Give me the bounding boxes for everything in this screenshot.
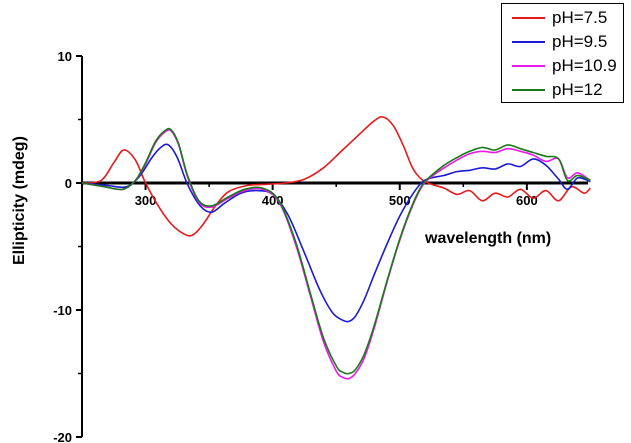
series-line-ph-10-9 bbox=[81, 129, 591, 380]
series-line-ph-9-5 bbox=[81, 143, 591, 323]
legend-swatch bbox=[512, 17, 545, 19]
legend: pH=7.5 pH=9.5 pH=10.9 pH=12 bbox=[501, 3, 624, 103]
x-axis: 300 400 500 600 bbox=[82, 181, 589, 208]
legend-label: pH=10.9 bbox=[552, 56, 617, 75]
legend-label: pH=12 bbox=[552, 80, 603, 99]
x-tick-label: 300 bbox=[135, 193, 157, 208]
y-tick-label: 0 bbox=[65, 176, 72, 191]
x-tick-label: 600 bbox=[516, 193, 538, 208]
y-axis: 10 0 -10 -20 bbox=[53, 49, 83, 443]
legend-swatch bbox=[512, 89, 545, 91]
legend-item: pH=12 bbox=[502, 78, 623, 100]
y-axis-title: Ellipticity (mdeg) bbox=[11, 136, 28, 265]
legend-item: pH=7.5 bbox=[502, 6, 623, 28]
legend-swatch bbox=[512, 65, 545, 67]
y-tick-label: 10 bbox=[58, 49, 72, 64]
x-axis-title: wavelength (nm) bbox=[424, 230, 551, 247]
series-group bbox=[81, 115, 591, 380]
legend-label: pH=9.5 bbox=[552, 32, 608, 51]
legend-item: pH=10.9 bbox=[502, 54, 623, 76]
series-line-ph-12 bbox=[81, 127, 591, 375]
y-tick-label: -10 bbox=[53, 303, 72, 318]
legend-label: pH=7.5 bbox=[552, 8, 608, 27]
x-tick-label: 500 bbox=[389, 193, 411, 208]
legend-item: pH=9.5 bbox=[502, 30, 623, 52]
y-tick-label: -20 bbox=[53, 430, 72, 443]
x-tick-label: 400 bbox=[262, 193, 284, 208]
legend-swatch bbox=[512, 41, 545, 43]
series-line-ph-7-5 bbox=[81, 115, 591, 237]
